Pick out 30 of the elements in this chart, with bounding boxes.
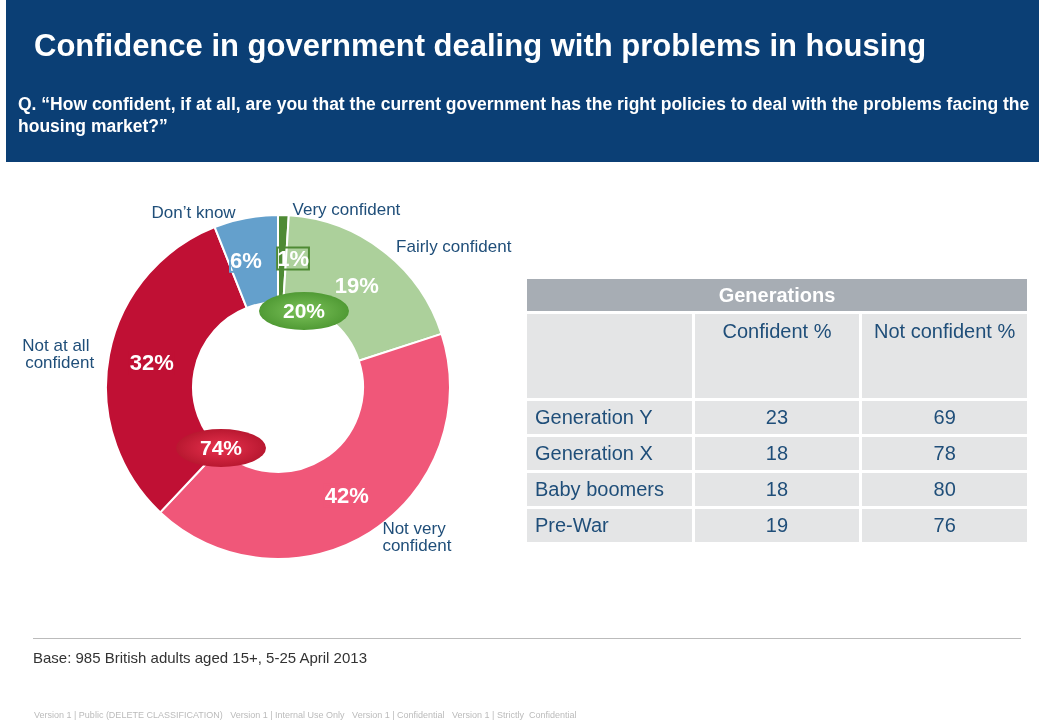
- category-label: Baby boomers: [527, 473, 692, 506]
- slice-label: Not at all confident: [22, 335, 95, 372]
- category-label: Generation X: [527, 437, 692, 470]
- slice-label: Very confident: [292, 199, 401, 219]
- data-label: 32%: [129, 350, 174, 376]
- text: Version 1 | Public (DELETE CLASSIFICATION) Version 1 | Internal Use Only Version 1 | Confidential Version 1 | Strictly Confidential: [34, 710, 577, 720]
- data-label: 69: [862, 401, 1027, 434]
- data-label: 78: [862, 437, 1027, 470]
- text: Not confident %: [862, 314, 1027, 398]
- data-label: 42%: [324, 483, 369, 508]
- category-label: Pre-War: [527, 509, 692, 542]
- chart-title: Confidence in government dealing with problems in housing: [34, 28, 927, 64]
- text: 20%: [282, 299, 326, 322]
- text: Generations: [527, 279, 1027, 311]
- data-label: 23: [694, 401, 860, 434]
- data-label: 19%: [334, 272, 379, 298]
- category-label: Generation Y: [527, 401, 692, 434]
- text: Base: 985 British adults aged 15+, 5-25 April 2013: [33, 649, 367, 666]
- data-label: 80: [862, 473, 1027, 506]
- slice-label: Not very confident: [382, 519, 452, 556]
- text: Confident %: [694, 314, 860, 398]
- data-label: 18: [694, 437, 860, 470]
- data-label: 6%: [230, 248, 262, 274]
- data-label: 18: [694, 473, 860, 506]
- data-label: 76: [862, 509, 1027, 542]
- chart-subtitle: Q. “How confident, if at all, are you that the current government has the right policies to deal with the problems facing the housing market?”: [18, 93, 1031, 137]
- slice-label: Fairly confident: [396, 236, 512, 256]
- text: 74%: [176, 429, 266, 467]
- data-label: 19: [694, 509, 860, 542]
- slice-label: Don’t know: [151, 202, 237, 222]
